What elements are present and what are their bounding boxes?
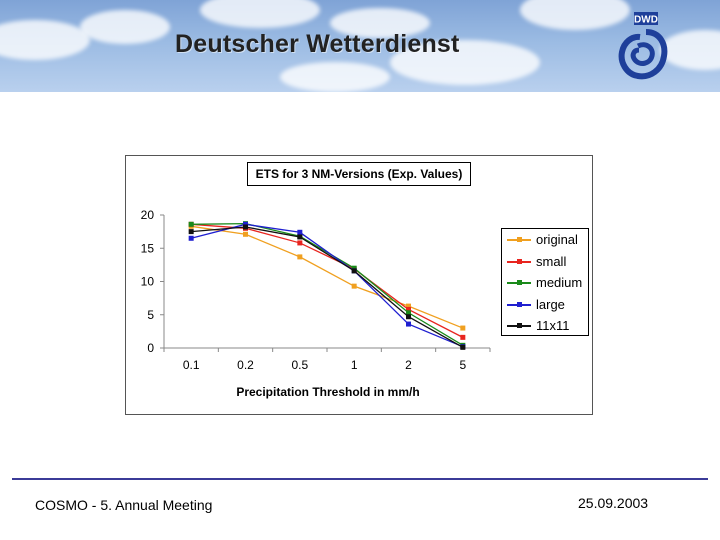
y-tick-label: 10 xyxy=(141,275,155,289)
y-tick-label: 0 xyxy=(147,341,154,355)
x-axis-label: Precipitation Threshold in mm/h xyxy=(236,385,419,399)
legend-item-original: original xyxy=(502,229,588,251)
cloud-decoration xyxy=(390,40,540,85)
series-line-original xyxy=(191,225,464,329)
data-point-11x11 xyxy=(188,229,194,235)
legend-label: large xyxy=(536,296,565,312)
x-tick-label: 0.1 xyxy=(183,358,200,372)
data-point-11x11 xyxy=(351,268,357,274)
legend-label: 11x11 xyxy=(536,318,570,334)
chart-title: ETS for 3 NM-Versions (Exp. Values) xyxy=(247,162,471,186)
series-line-large xyxy=(191,223,464,348)
data-point-medium xyxy=(406,310,411,316)
cloud-decoration xyxy=(0,20,90,60)
cloud-decoration xyxy=(280,62,390,92)
legend-swatch xyxy=(507,280,531,286)
cloud-decoration xyxy=(330,8,430,38)
cloud-decoration xyxy=(520,0,630,30)
legend-item-small: small xyxy=(502,251,588,273)
data-point-large xyxy=(243,221,248,227)
chart-legend: original small medium large 11x11 xyxy=(501,228,589,336)
legend-swatch xyxy=(507,237,531,242)
x-tick-label: 1 xyxy=(351,358,358,372)
data-point-11x11 xyxy=(406,314,411,320)
footer-date: 25.09.2003 xyxy=(578,495,649,511)
data-point-large xyxy=(297,229,303,235)
legend-label: small xyxy=(536,253,567,269)
data-point-original xyxy=(460,325,466,331)
legend-item-large: large xyxy=(502,294,588,316)
y-tick-label: 20 xyxy=(141,208,155,222)
x-tick-label: 0.2 xyxy=(237,358,254,372)
y-tick-label: 15 xyxy=(141,241,155,255)
data-point-original xyxy=(351,283,357,289)
data-point-small xyxy=(460,334,466,340)
cloud-decoration xyxy=(660,30,720,70)
chart-plot: 0 5 10 15 20 0.1 0.2 0.5 1 2 5 Precipitation Thres… xyxy=(141,208,491,399)
data-point-original xyxy=(406,303,411,309)
data-point-medium xyxy=(351,265,357,271)
data-point-11x11 xyxy=(243,224,248,230)
data-point-large xyxy=(406,321,411,327)
x-tick-label: 0.5 xyxy=(291,358,308,372)
cloud-decoration xyxy=(200,0,320,28)
legend-label: original xyxy=(536,232,578,247)
organization-name: Deutscher Wetterdienst xyxy=(175,30,460,58)
x-tick-label: 5 xyxy=(459,358,466,372)
series-line-11x11 xyxy=(191,226,464,348)
data-point-11x11 xyxy=(460,344,466,350)
data-point-small xyxy=(297,240,303,246)
dwd-logo: DWD xyxy=(618,12,668,80)
legend-swatch xyxy=(507,323,531,329)
y-tick-label: 5 xyxy=(147,308,154,322)
data-point-original xyxy=(297,254,303,260)
data-point-original xyxy=(243,231,248,237)
footer-divider xyxy=(12,478,708,480)
data-point-small xyxy=(406,306,411,312)
chart-container: ETS for 3 NM-Versions (Exp. Values) 0 5 10… xyxy=(125,155,593,415)
legend-item-medium: medium xyxy=(502,272,588,294)
header-banner: Deutscher Wetterdienst DWD xyxy=(0,0,720,92)
legend-label: medium xyxy=(536,275,583,291)
data-point-large xyxy=(188,235,194,241)
footer-meeting-title: COSMO - 5. Annual Meeting xyxy=(35,497,213,513)
cloud-decoration xyxy=(80,10,170,44)
x-tick-label: 2 xyxy=(405,358,412,372)
legend-swatch xyxy=(507,258,531,264)
data-point-medium xyxy=(188,221,194,227)
legend-item-11x11: 11x11 xyxy=(502,315,588,337)
legend-swatch xyxy=(507,301,531,307)
series-line-medium xyxy=(191,222,464,346)
logo-text: DWD xyxy=(634,15,658,26)
data-point-11x11 xyxy=(297,234,303,240)
